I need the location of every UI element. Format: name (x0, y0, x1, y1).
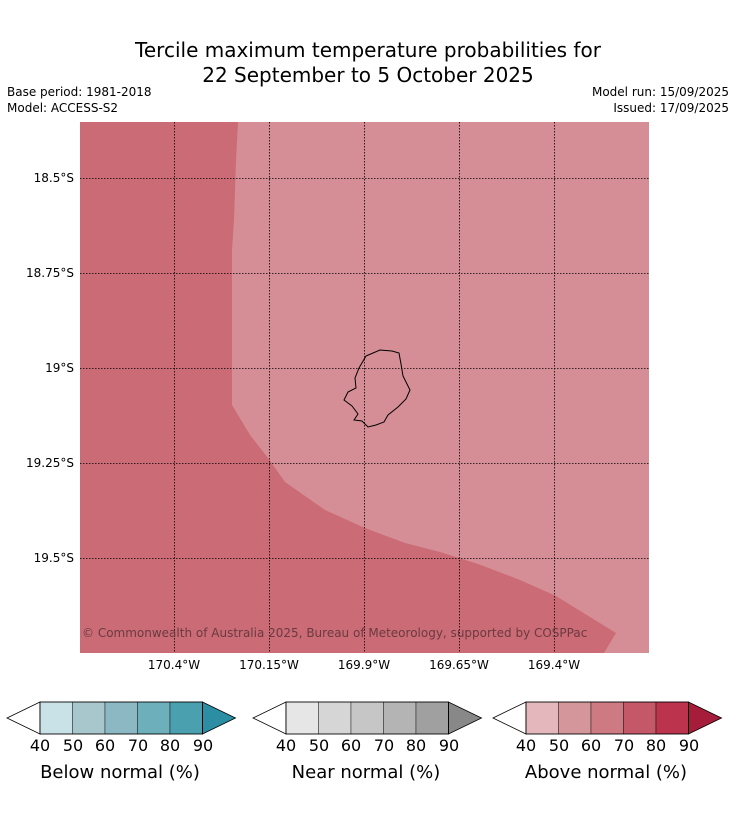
colorbar-below (6, 701, 237, 735)
colorbar-arrow-right (202, 701, 237, 735)
meta-right: Model run: 15/09/2025 Issued: 17/09/2025 (592, 84, 729, 116)
legend-tick: 80 (645, 736, 667, 755)
lat-label: 18.5°S (33, 171, 74, 185)
legend-tick: 60 (340, 736, 362, 755)
gridlines (80, 122, 649, 653)
legend-tick: 80 (159, 736, 181, 755)
colorbar-swatch (285, 701, 319, 735)
lon-label: 169.4°W (527, 658, 581, 672)
legend-tick: 60 (94, 736, 116, 755)
title-line-1: Tercile maximum temperature probabilitie… (135, 38, 601, 62)
colorbar-swatch (383, 701, 417, 735)
legend-tick: 60 (580, 736, 602, 755)
legend-tick: 70 (613, 736, 635, 755)
island-coastline (343, 349, 411, 428)
lat-label: 19.25°S (26, 456, 74, 470)
colorbar-frame (525, 701, 689, 735)
legend-tick: 50 (308, 736, 330, 755)
map-area (80, 122, 649, 653)
colorbar-arrow-right (448, 701, 483, 735)
colorbar-swatch (39, 701, 73, 735)
colorbar-frame (285, 701, 449, 735)
legend-near-normal: 40 50 60 70 80 90 Near normal (%) (246, 700, 486, 783)
colorbar-swatch (558, 701, 592, 735)
model-run: Model run: 15/09/2025 (591, 85, 729, 99)
legend-tick: 70 (127, 736, 149, 755)
colorbar-swatch (350, 701, 384, 735)
colorbar-swatch (525, 701, 559, 735)
base-period: Base period: 1981-2018 (7, 85, 152, 99)
lat-label: 19°S (45, 361, 74, 375)
issued-date: Issued: 17/09/2025 (613, 101, 729, 115)
lat-label: 18.75°S (26, 266, 74, 280)
colorbar-arrow-left (252, 701, 287, 735)
lon-label: 169.65°W (429, 658, 489, 672)
legend-title: Near normal (%) (291, 762, 441, 783)
lon-label: 170.4°W (147, 658, 201, 672)
colorbar-arrow-left (492, 701, 527, 735)
legend-tick: 50 (548, 736, 570, 755)
legend-tick: 90 (438, 736, 460, 755)
lat-label: 19.5°S (33, 551, 74, 565)
legend-below-normal: 40 50 60 70 80 90 Below normal (%) (0, 700, 240, 783)
colorbar-near (252, 701, 483, 735)
lon-label: 170.15°W (239, 658, 299, 672)
legend-tick: 40 (275, 736, 297, 755)
model-name: Model: ACCESS-S2 (7, 101, 119, 115)
lon-label: 169.9°W (337, 658, 391, 672)
colorbar-swatch (318, 701, 352, 735)
colorbar-swatch (590, 701, 624, 735)
colorbar-arrow-right (688, 701, 723, 735)
legend-tick: 40 (29, 736, 51, 755)
colorbar-arrow-left (6, 701, 41, 735)
colorbar-swatch (623, 701, 657, 735)
title-line-2: 22 September to 5 October 2025 (202, 63, 534, 87)
colorbar-swatch (72, 701, 106, 735)
legend-tick: 90 (192, 736, 214, 755)
legend-tick: 50 (62, 736, 84, 755)
legend-title: Below normal (%) (40, 762, 200, 783)
legend-tick: 40 (515, 736, 537, 755)
legend-tick: 80 (405, 736, 427, 755)
legend-title: Above normal (%) (524, 762, 688, 783)
legend-tick: 90 (678, 736, 700, 755)
colorbar-above (492, 701, 723, 735)
copyright-text: © Commonwealth of Australia 2025, Bureau… (82, 626, 588, 640)
colorbar-swatch (104, 701, 138, 735)
legend-tick: 70 (373, 736, 395, 755)
colorbar-swatch (137, 701, 171, 735)
meta-left: Base period: 1981-2018 Model: ACCESS-S2 (7, 84, 152, 116)
colorbar-swatch (655, 701, 689, 735)
colorbar-frame (39, 701, 203, 735)
colorbar-swatch (169, 701, 203, 735)
chart-title: Tercile maximum temperature probabilitie… (0, 38, 736, 88)
colorbar-swatch (415, 701, 449, 735)
region-above-70-80 (80, 122, 616, 653)
legend-above-normal: 40 50 60 70 80 90 Above normal (%) (486, 700, 726, 783)
